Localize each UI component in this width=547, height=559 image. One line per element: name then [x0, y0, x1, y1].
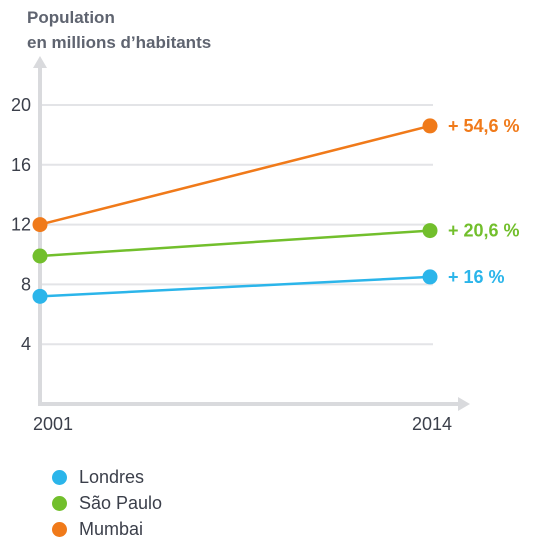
point-londres-2014 [422, 269, 438, 285]
series-line-sao-paulo [39, 229, 431, 258]
legend-label-sao-paulo: São Paulo [79, 492, 163, 513]
line-chart: Population en millions d’habitants 4 8 12 1… [11, 8, 520, 434]
legend-marker-sao-paulo [52, 495, 67, 511]
y-axis-title-line-1: Population [27, 8, 115, 27]
legend-marker-londres [52, 469, 67, 485]
legend-label-londres: Londres [79, 466, 145, 487]
y-tick-20: 20 [11, 95, 31, 115]
gridlines [40, 104, 433, 346]
legend-marker-mumbai [52, 521, 67, 537]
legend-label-mumbai: Mumbai [79, 518, 144, 539]
point-mumbai-2001 [32, 217, 48, 233]
x-axis-arrow-icon [458, 397, 470, 411]
legend: Londres São Paulo Mumbai [52, 464, 162, 542]
change-label-mumbai: + 54,6 % [448, 116, 520, 136]
legend-item-sao-paulo: São Paulo [52, 490, 162, 516]
x-tick-labels: 2001 2014 [33, 414, 452, 434]
legend-item-londres: Londres [52, 464, 162, 490]
y-tick-16: 16 [11, 155, 31, 175]
point-sao-paulo-2001 [32, 248, 48, 264]
change-label-sao-paulo: + 20,6 % [448, 221, 520, 241]
series-line-londres [39, 275, 431, 298]
y-tick-4: 4 [21, 334, 31, 354]
y-axis-arrow-icon [33, 56, 47, 68]
x-tick-2014: 2014 [412, 414, 452, 434]
point-londres-2001 [32, 288, 48, 304]
series-line-mumbai [39, 124, 431, 226]
series-lines: + 16 % + 20,6 % + 54,6 % [32, 116, 520, 304]
point-sao-paulo-2014 [422, 223, 438, 239]
axes [33, 56, 470, 411]
y-axis-title-line-2: en millions d’habitants [27, 33, 211, 52]
legend-item-mumbai: Mumbai [52, 516, 162, 542]
point-mumbai-2014 [422, 118, 438, 134]
change-label-londres: + 16 % [448, 267, 505, 287]
x-tick-2001: 2001 [33, 414, 73, 434]
y-tick-12: 12 [11, 215, 31, 235]
y-tick-labels: 4 8 12 16 20 [11, 95, 31, 354]
y-tick-8: 8 [21, 274, 31, 294]
